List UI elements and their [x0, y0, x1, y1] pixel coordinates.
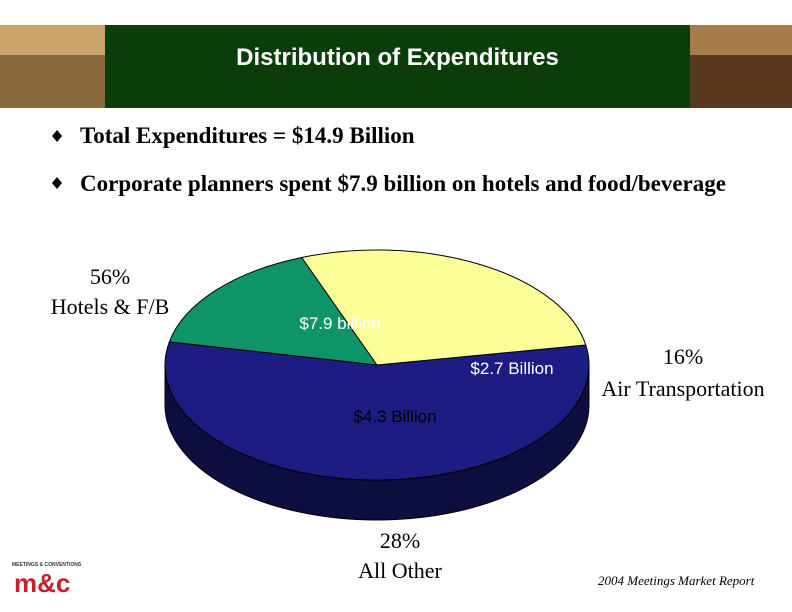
- slice-percent-label: 16%: [662, 344, 704, 369]
- pie-chart: [164, 249, 590, 521]
- pie-slice: [168, 256, 379, 366]
- pie-slice: [300, 249, 587, 366]
- source-text: 2004 Meetings Market Report: [598, 573, 755, 588]
- slice-category-label: Air Transportation: [601, 376, 765, 401]
- header-photo-left-top: [0, 25, 105, 55]
- bullet-text: Corporate planners spent $7.9 billion on…: [80, 171, 726, 196]
- header-photo-right-top: [690, 25, 792, 55]
- header-band: [105, 25, 690, 108]
- logo-small-text: MEETINGS & CONVENTIONS: [12, 562, 82, 568]
- slice-percent-label: 28%: [379, 528, 421, 553]
- slice-category-label: All Other: [358, 558, 442, 583]
- slice-amount-label: $4.3 Billion: [353, 407, 437, 426]
- slice-percent-label: 56%: [89, 264, 131, 289]
- logo-box: [12, 562, 80, 594]
- slice-category-label: Hotels & F/B: [50, 294, 170, 319]
- bullet-diamond: [52, 130, 62, 142]
- slice-amount-label: $7.9 billion: [299, 314, 381, 333]
- logo: m&c: [14, 568, 71, 598]
- bullet-diamond: [52, 177, 62, 189]
- bullet-text: Total Expenditures = $14.9 Billion: [80, 123, 415, 148]
- slice-amount-label: $2.7 Billion: [470, 359, 554, 378]
- pie-slice: [164, 341, 590, 481]
- slide-title: Distribution of Expenditures: [236, 44, 559, 71]
